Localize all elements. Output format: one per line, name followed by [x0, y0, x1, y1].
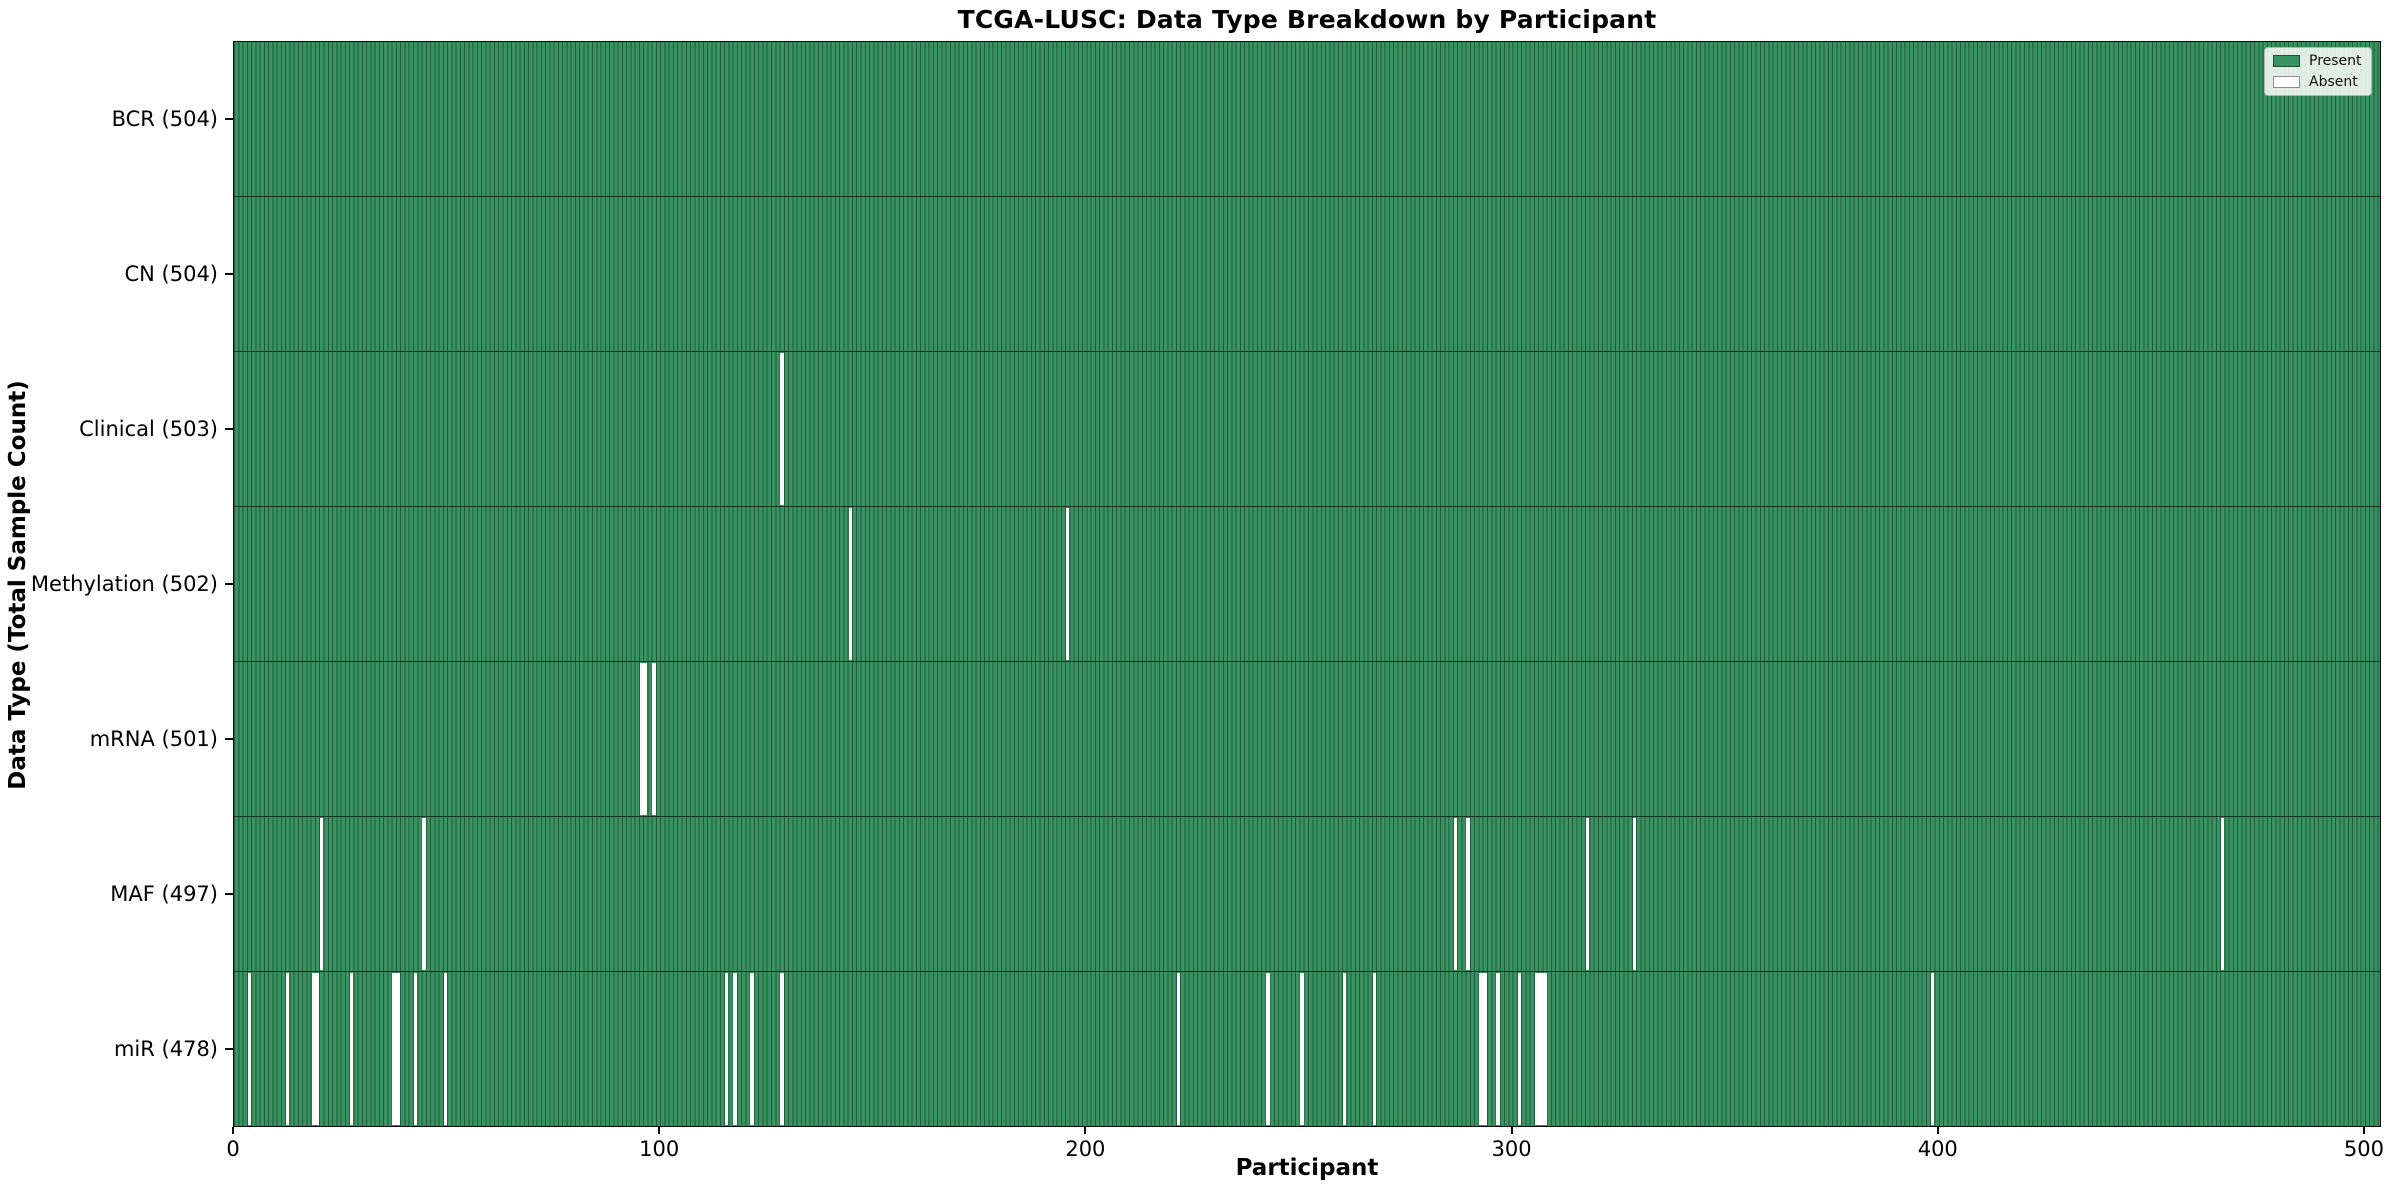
- absent-bar: [311, 973, 320, 1125]
- absent-bar: [422, 818, 426, 970]
- heatmap-row-clinical: [234, 352, 2380, 507]
- heatmap-row-bcr: [234, 42, 2380, 197]
- y-tick-label-methylation: Methylation (502): [30, 572, 218, 596]
- y-tick-mark: [225, 427, 233, 430]
- y-tick-mark: [225, 893, 233, 896]
- legend-entry-present: Present: [2273, 54, 2362, 68]
- absent-bar: [1300, 973, 1304, 1125]
- y-tick-mark: [225, 117, 233, 120]
- absent-bar: [1065, 508, 1070, 660]
- x-tick-mark: [232, 1127, 234, 1134]
- x-tick-mark: [1084, 1127, 1087, 1134]
- absent-bar: [1176, 973, 1181, 1125]
- y-tick-label-bcr: BCR (504): [111, 106, 218, 131]
- heatmap-row-mir: [234, 972, 2380, 1126]
- legend-absent-label: Absent: [2309, 74, 2358, 90]
- y-tick-label-mir: miR (478): [113, 1037, 218, 1062]
- absent-bar: [780, 973, 784, 1125]
- plot-area: [233, 41, 2381, 1127]
- y-tick-mark: [225, 583, 233, 585]
- absent-bar: [392, 973, 401, 1125]
- x-tick-label: 500: [2343, 1137, 2384, 1161]
- absent-bar: [1466, 818, 1470, 970]
- absent-bar: [724, 973, 729, 1125]
- absent-bar: [750, 973, 754, 1125]
- absent-bar: [848, 508, 852, 660]
- x-tick-label: 0: [226, 1137, 240, 1161]
- absent-bar: [780, 353, 784, 505]
- absent-bar: [639, 663, 648, 815]
- y-tick-label-cn: CN (504): [124, 261, 218, 286]
- x-tick-mark: [658, 1127, 661, 1134]
- absent-bar: [733, 973, 737, 1125]
- x-tick-mark: [2362, 1127, 2365, 1134]
- heatmap-row-maf: [234, 817, 2380, 972]
- legend-present-swatch: [2273, 55, 2300, 67]
- absent-bar: [652, 663, 656, 815]
- absent-bar: [247, 973, 252, 1125]
- absent-bar: [1453, 818, 1458, 970]
- x-tick-mark: [1936, 1127, 1939, 1134]
- absent-bar: [413, 973, 418, 1125]
- legend: Present Absent: [2264, 47, 2372, 96]
- y-tick-mark: [225, 1048, 233, 1051]
- absent-bar: [285, 973, 290, 1125]
- y-tick-mark: [225, 272, 233, 275]
- absent-bar: [1534, 973, 1547, 1125]
- absent-bar: [1372, 973, 1377, 1125]
- x-tick-label: 200: [1065, 1137, 1106, 1161]
- absent-bar: [443, 973, 448, 1125]
- x-tick-label: 300: [1491, 1137, 1532, 1161]
- absent-bar: [1479, 973, 1487, 1125]
- x-axis-label: Participant: [1235, 1155, 1379, 1181]
- legend-absent-swatch: [2273, 76, 2300, 88]
- absent-bar: [1632, 818, 1637, 970]
- absent-bar: [1517, 973, 1522, 1125]
- x-tick-label: 100: [639, 1137, 680, 1161]
- absent-bar: [1585, 818, 1590, 970]
- x-tick-mark: [1510, 1127, 1513, 1134]
- y-tick-mark: [225, 738, 233, 741]
- x-tick-label: 400: [1917, 1137, 1958, 1161]
- absent-bar: [320, 818, 324, 970]
- absent-bar: [1266, 973, 1270, 1125]
- legend-present-label: Present: [2309, 53, 2362, 69]
- absent-bar: [2220, 818, 2225, 970]
- chart-title: TCGA-LUSC: Data Type Breakdown by Partic…: [957, 5, 1657, 34]
- heatmap-row-cn: [234, 197, 2380, 352]
- y-tick-label-mrna: mRNA (501): [89, 727, 218, 752]
- absent-bar: [1496, 973, 1500, 1125]
- y-tick-label-clinical: Clinical (503): [79, 416, 218, 441]
- absent-bar: [1931, 973, 1935, 1125]
- legend-entry-absent: Absent: [2273, 75, 2362, 89]
- heatmap-row-methylation: [234, 507, 2380, 662]
- absent-bar: [349, 973, 354, 1125]
- absent-bar: [1342, 973, 1347, 1125]
- heatmap-row-mrna: [234, 662, 2380, 817]
- y-tick-label-maf: MAF (497): [110, 882, 218, 907]
